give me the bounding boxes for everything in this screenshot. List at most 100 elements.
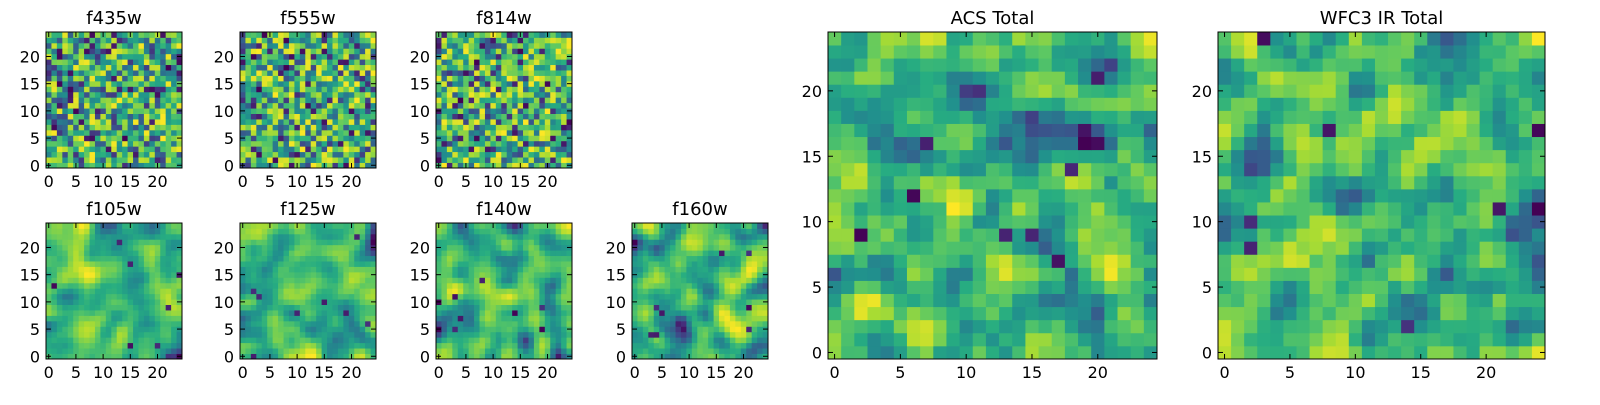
- heatmap-cell: [300, 97, 306, 103]
- heatmap-cell: [512, 43, 518, 49]
- heatmap-cell: [507, 315, 513, 321]
- heatmap-cell: [68, 321, 74, 327]
- heatmap-cell: [106, 256, 112, 262]
- heatmap-cell: [490, 294, 496, 300]
- heatmap-cell: [273, 310, 279, 316]
- heatmap-cell: [648, 332, 654, 338]
- heatmap-cell: [267, 315, 273, 321]
- heatmap-cell: [632, 234, 638, 240]
- heatmap-cell: [714, 256, 720, 262]
- heatmap-cell: [447, 37, 453, 43]
- heatmap-cell: [46, 70, 52, 76]
- heatmap-cell: [106, 288, 112, 294]
- heatmap-cell: [305, 37, 311, 43]
- heatmap-cell: [117, 288, 123, 294]
- heatmap-cell: [485, 92, 491, 98]
- heatmap-cell: [79, 277, 85, 283]
- heatmap-cell: [463, 97, 469, 103]
- heatmap-cell: [441, 315, 447, 321]
- heatmap-cell: [474, 97, 480, 103]
- heatmap-cell: [267, 124, 273, 130]
- heatmap-cell: [349, 81, 355, 87]
- x-tick-label: 15: [314, 363, 334, 382]
- heatmap-cell: [507, 332, 513, 338]
- heatmap-cell: [349, 348, 355, 354]
- heatmap-cell: [1065, 294, 1079, 307]
- x-tick-label: 20: [341, 172, 361, 191]
- heatmap-cell: [637, 305, 643, 311]
- heatmap-cell: [327, 228, 333, 234]
- heatmap-cell: [90, 239, 96, 245]
- heatmap-cell: [57, 65, 63, 71]
- heatmap-cell: [90, 152, 96, 158]
- heatmap-cell: [528, 141, 534, 147]
- heatmap-cell: [144, 48, 150, 54]
- heatmap-cell: [300, 43, 306, 49]
- heatmap-cell: [338, 103, 344, 109]
- heatmap-cell: [528, 283, 534, 289]
- heatmap-cell: [556, 86, 562, 92]
- heatmap-cell: [73, 103, 79, 109]
- heatmap-cell: [256, 103, 262, 109]
- heatmap-cell: [665, 310, 671, 316]
- heatmap-cell: [480, 343, 486, 349]
- x-tick-label: 5: [71, 363, 81, 382]
- heatmap-cell: [354, 114, 360, 120]
- heatmap-cell: [485, 37, 491, 43]
- heatmap-cell: [349, 70, 355, 76]
- heatmap-cell: [79, 114, 85, 120]
- heatmap-cell: [1025, 267, 1039, 280]
- heatmap-cell: [545, 310, 551, 316]
- heatmap-cell: [327, 103, 333, 109]
- heatmap-cell: [545, 277, 551, 283]
- heatmap-cell: [349, 277, 355, 283]
- heatmap-cell: [637, 272, 643, 278]
- heatmap-cell: [57, 245, 63, 251]
- heatmap-cell: [724, 234, 730, 240]
- heatmap-cell: [245, 310, 251, 316]
- heatmap-cell: [365, 135, 371, 141]
- heatmap-cell: [447, 141, 453, 147]
- heatmap-cell: [999, 320, 1013, 333]
- heatmap-cell: [637, 321, 643, 327]
- heatmap-cell: [365, 119, 371, 125]
- heatmap-cell: [251, 277, 257, 283]
- heatmap-cell: [447, 152, 453, 158]
- heatmap-cell: [741, 272, 747, 278]
- heatmap-cell: [719, 288, 725, 294]
- heatmap-cell: [490, 70, 496, 76]
- heatmap-cell: [300, 261, 306, 267]
- heatmap-cell: [534, 250, 540, 256]
- heatmap-cell: [894, 267, 908, 280]
- heatmap-cell: [111, 326, 117, 332]
- heatmap-cell: [360, 124, 366, 130]
- heatmap-cell: [73, 108, 79, 114]
- heatmap-cell: [545, 288, 551, 294]
- heatmap-cell: [523, 86, 529, 92]
- heatmap-cell: [463, 103, 469, 109]
- heatmap-cell: [452, 135, 458, 141]
- heatmap-cell: [46, 152, 52, 158]
- heatmap-cell: [436, 250, 442, 256]
- heatmap-cell: [447, 43, 453, 49]
- heatmap-cell: [90, 277, 96, 283]
- heatmap-cell: [305, 332, 311, 338]
- heatmap-cell: [251, 119, 257, 125]
- heatmap-cell: [436, 234, 442, 240]
- heatmap-cell: [490, 310, 496, 316]
- heatmap-cell: [960, 320, 974, 333]
- heatmap-cell: [894, 281, 908, 294]
- heatmap-cell: [854, 202, 868, 215]
- heatmap-cell: [256, 48, 262, 54]
- heatmap-cell: [447, 337, 453, 343]
- heatmap-cell: [171, 337, 177, 343]
- heatmap-cell: [289, 43, 295, 49]
- heatmap-cell: [79, 37, 85, 43]
- heatmap-cell: [469, 261, 475, 267]
- heatmap-cell: [160, 37, 166, 43]
- heatmap-cell: [708, 321, 714, 327]
- heatmap-cell: [46, 65, 52, 71]
- heatmap-cell: [841, 307, 855, 320]
- heatmap-cell: [90, 261, 96, 267]
- heatmap-cell: [62, 343, 68, 349]
